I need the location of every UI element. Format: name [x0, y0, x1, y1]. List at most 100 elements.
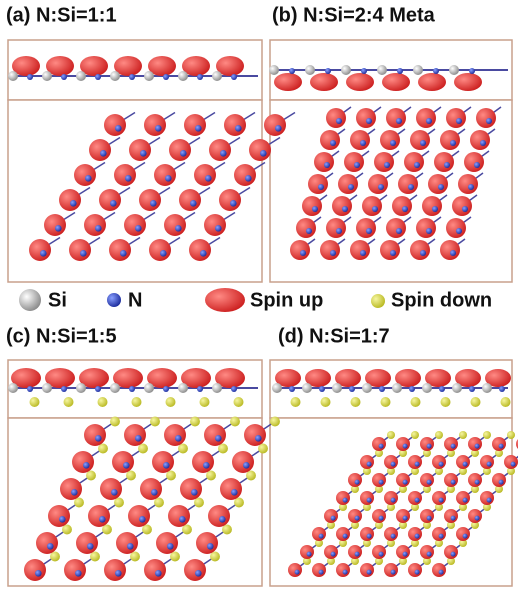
- n-atom: [402, 551, 408, 557]
- spin-up-density: [360, 455, 374, 469]
- spin-up-density: [69, 239, 91, 261]
- n-atom: [115, 570, 122, 577]
- n-atom: [215, 435, 222, 442]
- n-atom: [366, 228, 372, 234]
- si-atom: [272, 383, 282, 393]
- si-atom: [212, 383, 222, 393]
- n-atom: [426, 118, 432, 124]
- spin-up-density: [244, 424, 266, 446]
- n-atom: [366, 533, 372, 539]
- n-atom: [390, 461, 396, 467]
- spin-down-density: [423, 557, 431, 565]
- panel-label: (c) N:Si=1:5: [6, 325, 117, 347]
- si-atom: [8, 71, 18, 81]
- n-atom: [438, 533, 444, 539]
- n-atom: [379, 386, 385, 392]
- spin-up-density: [48, 505, 70, 527]
- n-atom: [330, 140, 336, 146]
- spin-up-density: [432, 563, 446, 577]
- spin-down-density: [447, 485, 455, 493]
- spin-down-density: [327, 521, 335, 529]
- spin-down-density: [29, 397, 40, 407]
- spin-up-density: [446, 108, 466, 128]
- legend-label: N: [128, 289, 142, 311]
- spin-up-density: [215, 368, 245, 388]
- spin-down-density: [423, 485, 431, 493]
- n-atom: [294, 569, 300, 575]
- spin-down-density: [222, 524, 232, 535]
- spin-up-density: [124, 424, 146, 446]
- legend-si-icon: [19, 289, 41, 311]
- n-atom: [480, 140, 486, 146]
- n-atom: [499, 386, 505, 392]
- spin-up-density: [456, 527, 470, 541]
- spin-up-density: [420, 545, 434, 559]
- spin-up-density: [84, 424, 106, 446]
- spin-down-density: [375, 449, 383, 457]
- spin-down-density: [423, 521, 431, 529]
- n-atom: [414, 569, 420, 575]
- n-atom: [486, 461, 492, 467]
- spin-up-density: [128, 505, 150, 527]
- spin-up-density: [428, 174, 448, 194]
- n-atom: [318, 569, 324, 575]
- spin-down-density: [166, 470, 176, 481]
- spin-up-density: [382, 73, 410, 91]
- n-atom: [378, 184, 384, 190]
- spin-up-density: [224, 114, 246, 136]
- si-atom: [269, 65, 279, 75]
- n-atom: [289, 68, 295, 74]
- spin-down-density: [154, 497, 164, 508]
- spin-down-density: [375, 557, 383, 565]
- n-atom: [474, 515, 480, 521]
- spin-up-density: [314, 152, 334, 172]
- n-atom: [330, 250, 336, 256]
- n-atom: [306, 228, 312, 234]
- spin-up-density: [404, 152, 424, 172]
- legend-spin-down-icon: [371, 294, 385, 308]
- si-atom: [452, 383, 462, 393]
- spin-up-density: [458, 174, 478, 194]
- spin-down-density: [435, 539, 443, 547]
- spin-down-density: [339, 503, 347, 511]
- n-atom: [155, 570, 162, 577]
- spin-down-density: [258, 443, 268, 454]
- spin-down-density: [126, 470, 136, 481]
- spin-up-density: [480, 491, 494, 505]
- spin-up-density: [396, 545, 410, 559]
- n-atom: [55, 225, 62, 232]
- n-atom: [230, 200, 237, 207]
- spin-down-density: [387, 539, 395, 547]
- spin-up-density: [348, 545, 362, 559]
- spin-up-density: [320, 130, 340, 150]
- n-atom: [207, 543, 214, 550]
- n-atom: [191, 489, 198, 496]
- n-atom: [27, 386, 33, 392]
- si-atom: [178, 71, 188, 81]
- spin-up-density: [372, 437, 386, 451]
- spin-up-density: [275, 369, 301, 387]
- spin-up-density: [410, 240, 430, 260]
- spin-up-density: [305, 369, 331, 387]
- si-atom: [76, 71, 86, 81]
- spin-up-density: [45, 368, 75, 388]
- spin-down-density: [459, 467, 467, 475]
- spin-up-density: [444, 545, 458, 559]
- spin-up-density: [336, 491, 350, 505]
- spin-up-density: [386, 108, 406, 128]
- n-atom: [366, 497, 372, 503]
- spin-down-density: [387, 431, 395, 439]
- n-atom: [243, 462, 250, 469]
- spin-up-density: [179, 189, 201, 211]
- n-atom: [205, 175, 212, 182]
- spin-up-density: [232, 451, 254, 473]
- spin-up-density: [192, 451, 214, 473]
- n-atom: [180, 150, 187, 157]
- n-atom: [426, 551, 432, 557]
- si-atom: [341, 65, 351, 75]
- n-atom: [397, 68, 403, 74]
- n-atom: [462, 206, 468, 212]
- spin-up-density: [418, 73, 446, 91]
- n-atom: [402, 479, 408, 485]
- si-atom: [42, 383, 52, 393]
